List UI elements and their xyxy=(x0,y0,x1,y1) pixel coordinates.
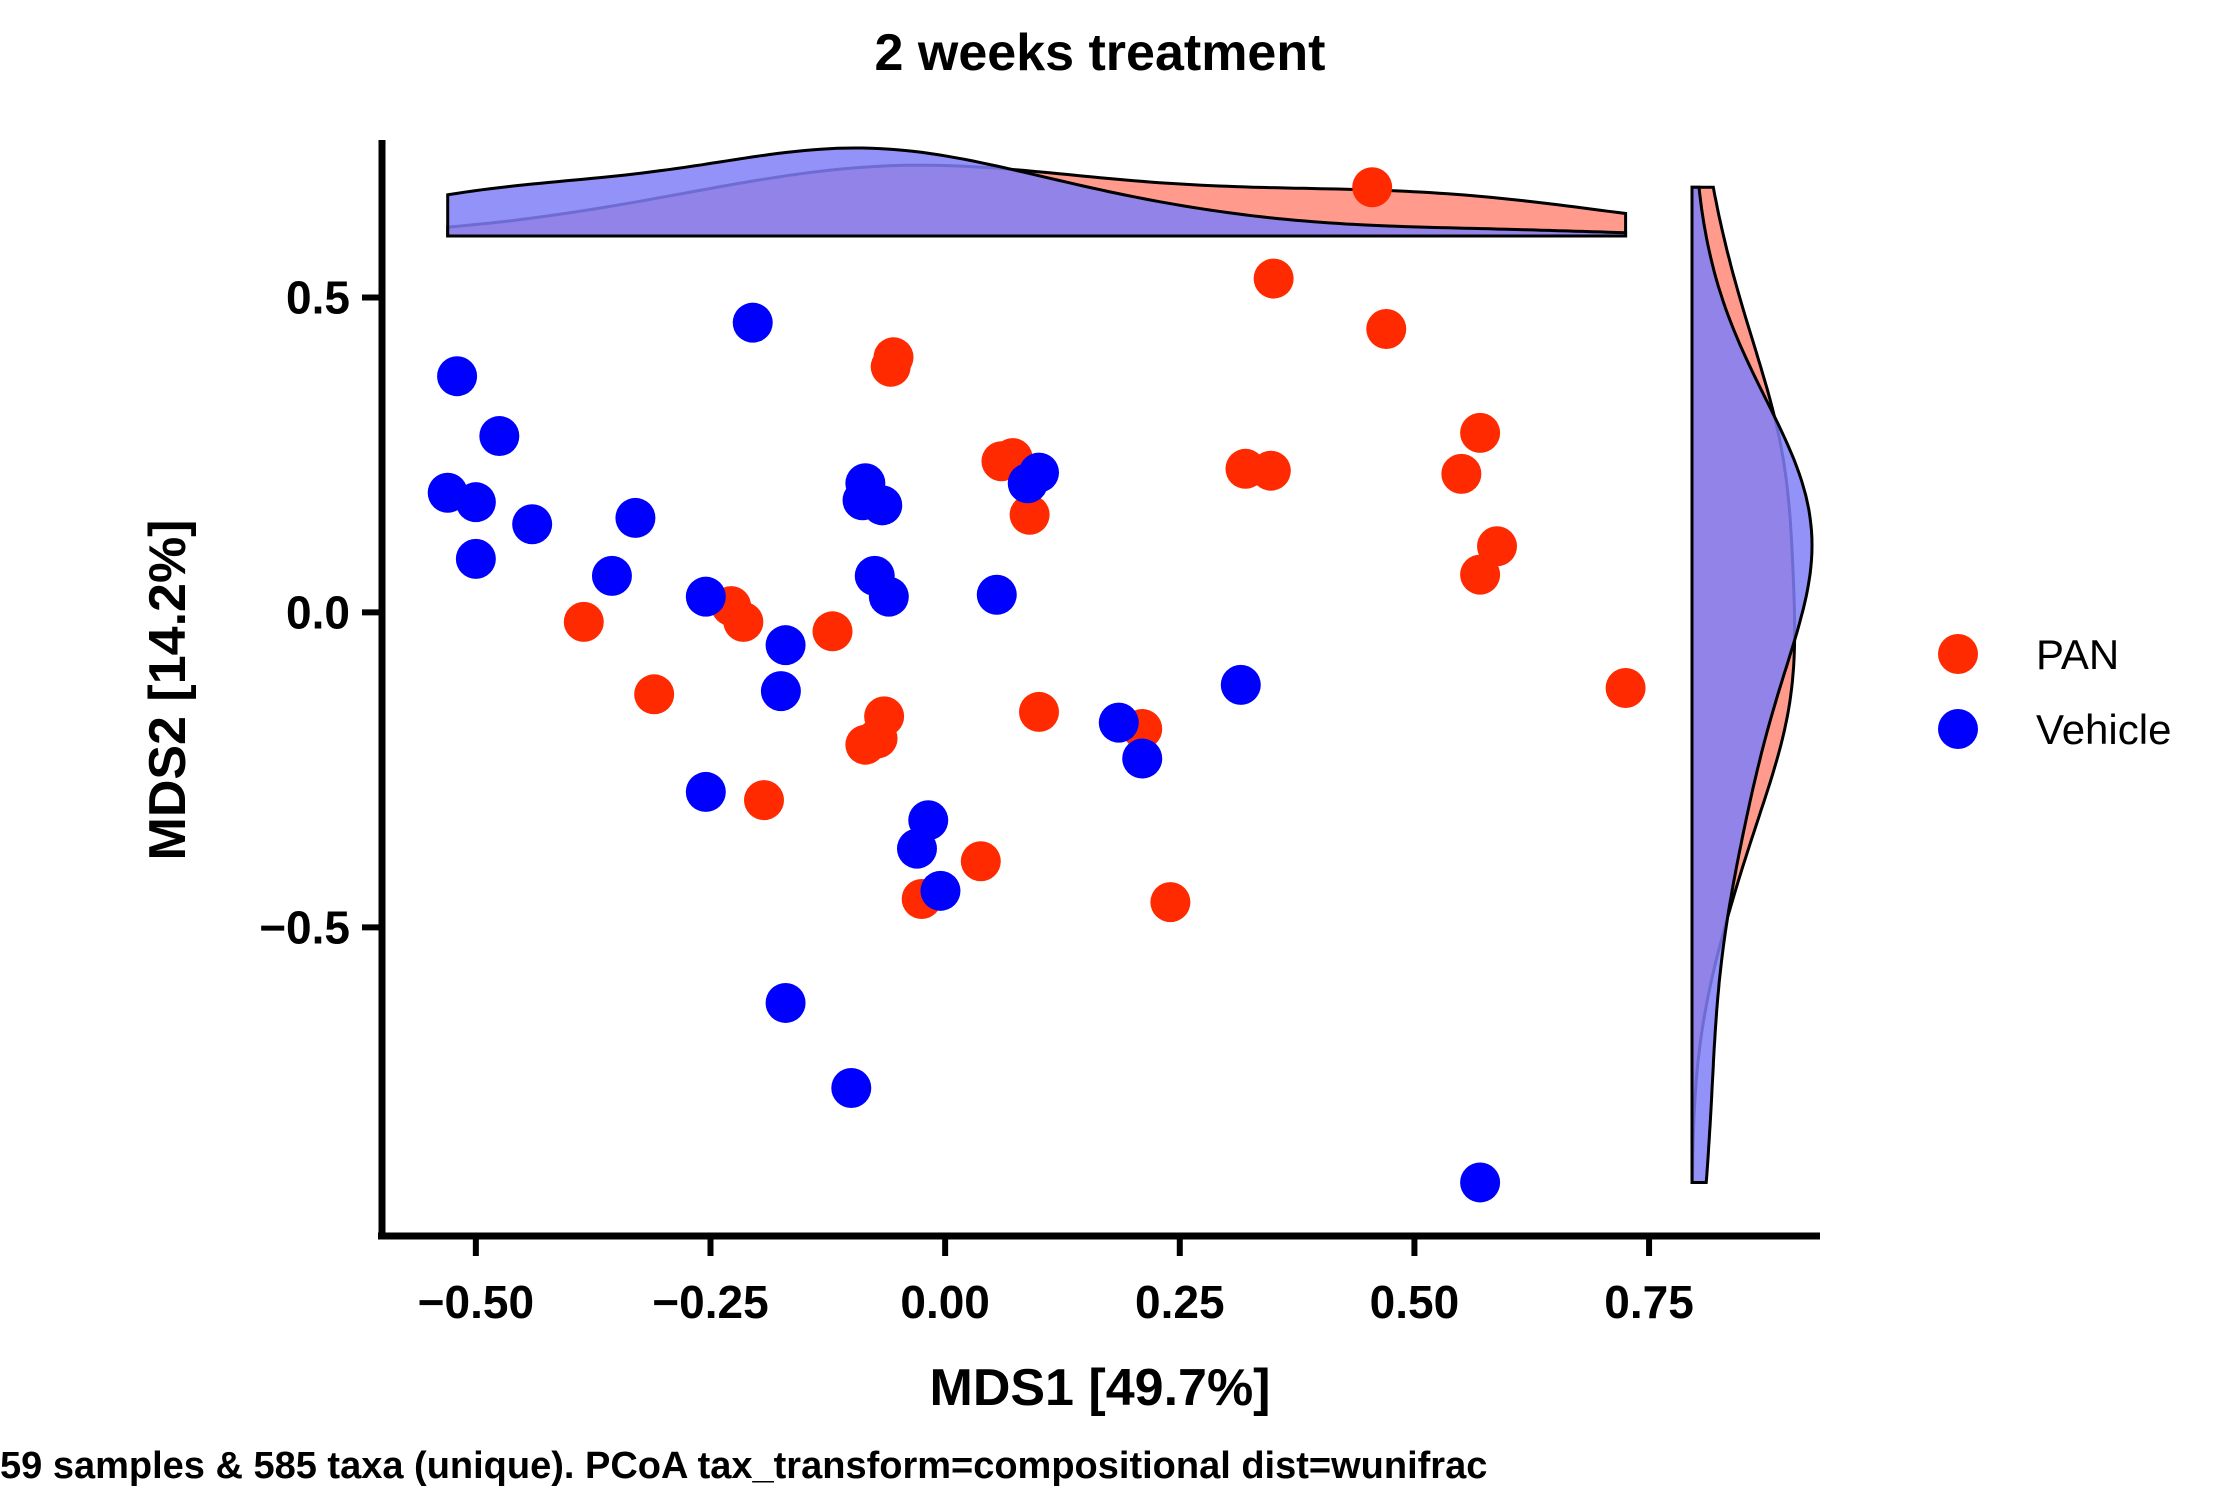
chart-title: 2 weeks treatment xyxy=(875,24,1326,82)
pan-point xyxy=(723,601,764,642)
vehicle-point xyxy=(862,485,903,526)
top-marginal-density xyxy=(446,146,1628,238)
pan-point xyxy=(1250,450,1291,491)
axes xyxy=(378,140,1820,1240)
vehicle-point xyxy=(512,504,553,545)
x-tick-label: −0.50 xyxy=(418,1276,534,1328)
legend: PAN Vehicle xyxy=(1938,631,2171,753)
vehicle-point xyxy=(1220,664,1261,705)
y-tick-label: −0.5 xyxy=(259,901,350,953)
vehicle-point xyxy=(615,497,656,538)
vehicle-point xyxy=(868,576,909,617)
pan-point xyxy=(634,674,675,715)
vehicle-point xyxy=(479,416,520,457)
vehicle-point xyxy=(685,771,726,812)
scatter-points xyxy=(427,167,1646,1203)
x-tick-label: 0.50 xyxy=(1370,1276,1460,1328)
pan-point xyxy=(1605,668,1646,708)
vehicle-top-density xyxy=(446,146,1628,238)
pan-point xyxy=(1018,691,1059,732)
pan-point xyxy=(743,780,784,821)
pan-point xyxy=(812,611,853,652)
vehicle-point xyxy=(920,870,961,911)
vehicle-point xyxy=(591,555,632,596)
pan-point xyxy=(1366,308,1407,349)
y-tick-label: 0.0 xyxy=(286,586,350,638)
x-tick-label: 0.00 xyxy=(900,1276,990,1328)
vehicle-point xyxy=(437,356,478,397)
right-marginal-density xyxy=(1690,185,1814,1184)
pan-point xyxy=(1460,554,1501,595)
vehicle-point xyxy=(896,828,937,869)
pan-point xyxy=(1253,258,1294,299)
vehicle-point xyxy=(1460,1162,1501,1203)
vehicle-point xyxy=(455,482,496,523)
vehicle-point xyxy=(760,671,801,712)
x-axis-label: MDS1 [49.7%] xyxy=(930,1359,1271,1417)
y-axis-label: MDS2 [14.2%] xyxy=(139,520,197,861)
vehicle-point xyxy=(976,574,1017,615)
vehicle-point xyxy=(732,302,773,343)
pan-point xyxy=(563,601,604,642)
pan-point xyxy=(1460,412,1501,453)
chart-caption: 59 samples & 585 taxa (unique). PCoA tax… xyxy=(0,1445,1487,1487)
y-ticks: 0.5 0.0 −0.5 xyxy=(259,271,382,953)
pan-point xyxy=(1441,453,1482,494)
x-ticks: −0.50 −0.25 0.00 0.25 0.50 0.75 xyxy=(418,1236,1694,1328)
vehicle-point xyxy=(685,576,726,617)
pan-point xyxy=(1150,882,1191,923)
pan-point xyxy=(845,724,886,765)
pan-legend-marker xyxy=(1938,634,1978,674)
pan-point xyxy=(960,841,1001,882)
vehicle-legend-label: Vehicle xyxy=(2036,706,2171,753)
vehicle-point xyxy=(765,625,806,666)
vehicle-point xyxy=(1007,463,1048,504)
pan-point xyxy=(1009,494,1050,535)
vehicle-point xyxy=(831,1067,872,1108)
x-tick-label: 0.75 xyxy=(1604,1276,1694,1328)
vehicle-point xyxy=(1122,738,1163,779)
vehicle-point xyxy=(455,538,496,579)
vehicle-right-density xyxy=(1690,185,1814,1184)
vehicle-legend-marker xyxy=(1938,709,1978,749)
pan-point xyxy=(1352,167,1393,208)
vehicle-point xyxy=(765,982,806,1023)
y-tick-label: 0.5 xyxy=(286,271,350,323)
pan-legend-label: PAN xyxy=(2036,631,2119,678)
pan-point xyxy=(870,346,911,387)
x-tick-label: −0.25 xyxy=(652,1276,768,1328)
vehicle-point xyxy=(1098,702,1139,743)
x-tick-label: 0.25 xyxy=(1135,1276,1225,1328)
